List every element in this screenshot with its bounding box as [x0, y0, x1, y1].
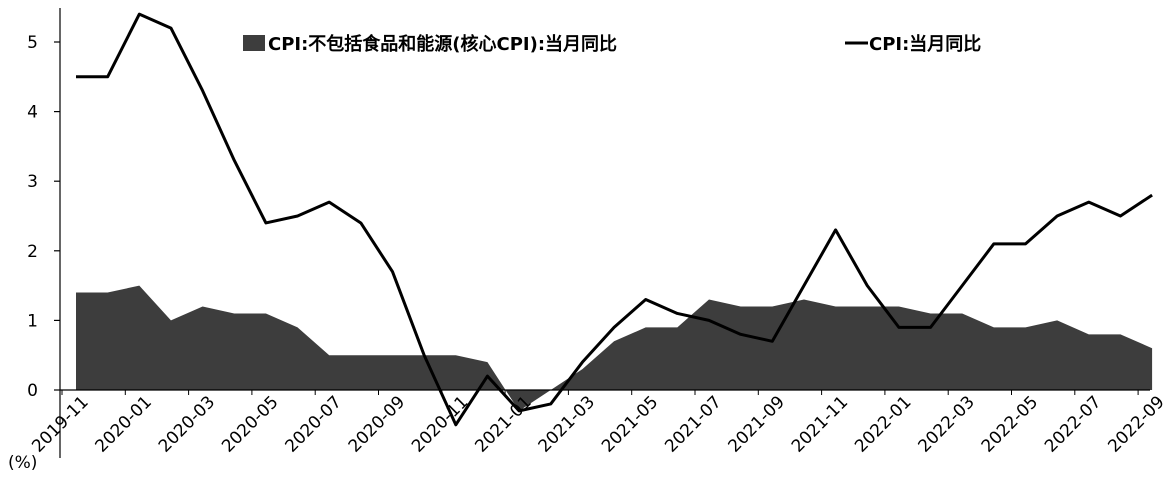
x-tick-label: 2022-09: [1104, 392, 1166, 456]
legend-label-core-cpi: CPI:不包括食品和能源(核心CPI):当月同比: [268, 33, 617, 55]
legend-swatch-core-cpi: [243, 35, 265, 51]
series-core-cpi-area: [76, 285, 1153, 411]
x-tick-label: 2020-03: [155, 392, 219, 456]
plot-area: [76, 12, 1153, 427]
y-tick-label: 0: [27, 381, 38, 401]
x-tick-label: 2022-01: [851, 392, 915, 456]
x-tick-label: 2021-03: [535, 392, 599, 456]
x-tick-label: 2021-07: [661, 392, 725, 456]
x-tick-label: 2020-09: [345, 392, 409, 456]
x-tick-label: 2020-11: [408, 392, 472, 456]
unit-label: (%): [8, 453, 37, 473]
x-tick-label: 2021-01: [471, 392, 535, 456]
y-tick-label: 2: [27, 242, 38, 262]
axes: 0123452019-112020-012020-032020-052020-0…: [8, 8, 1166, 473]
y-tick-label: 3: [27, 172, 38, 192]
y-tick-label: 5: [27, 33, 38, 53]
legend-label-cpi: CPI:当月同比: [869, 33, 981, 55]
x-tick-label: 2022-07: [1041, 392, 1105, 456]
series-cpi-line: [76, 12, 1153, 427]
x-tick-label: 2020-07: [281, 392, 345, 456]
y-tick-label: 4: [27, 103, 38, 123]
y-tick-label: 1: [27, 311, 38, 331]
x-tick-label: 2022-05: [978, 392, 1042, 456]
x-tick-label: 2020-01: [92, 392, 156, 456]
x-tick-label: 2021-11: [788, 392, 852, 456]
x-tick-label: 2021-09: [725, 392, 789, 456]
legend: CPI:不包括食品和能源(核心CPI):当月同比 CPI:当月同比: [243, 33, 981, 55]
x-tick-label: 2022-03: [914, 392, 978, 456]
x-tick-label: 2021-05: [598, 392, 662, 456]
x-tick-label: 2020-05: [218, 392, 282, 456]
